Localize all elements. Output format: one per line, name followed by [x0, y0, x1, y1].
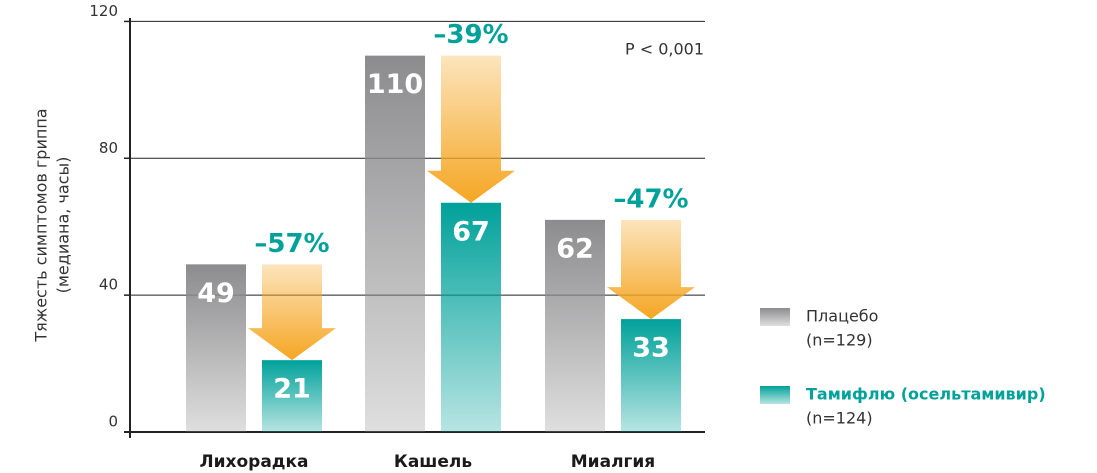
reduction-arrow	[607, 219, 695, 320]
annotation: P < 0,001	[625, 40, 704, 59]
bar	[365, 55, 425, 433]
x-tick-label: Кашель	[394, 452, 472, 472]
value-label: 49	[197, 278, 235, 309]
legend-sample: (n=124)	[806, 409, 873, 428]
reduction-label: –39%	[433, 20, 508, 50]
legend-label: Плацебо	[806, 307, 878, 326]
x-tick-label: Миалгия	[571, 452, 655, 472]
legend-sample: (n=129)	[806, 331, 873, 350]
reduction-arrow	[248, 264, 336, 361]
legend-label: Тамифлю (осельтамивир)	[806, 385, 1046, 404]
bar	[441, 202, 501, 432]
value-label: 33	[632, 333, 670, 364]
y-tick-label: 80	[99, 139, 118, 157]
value-label: 21	[273, 374, 311, 405]
y-axis-label: (медиана, часы)	[54, 157, 73, 294]
y-tick-label: 120	[89, 2, 118, 20]
x-tick-label: Лихорадка	[199, 452, 308, 472]
legend-swatch	[760, 386, 790, 404]
reduction-arrow	[427, 55, 515, 203]
value-label: 67	[452, 216, 490, 247]
y-axis-label: Тяжесть симптомов гриппа	[32, 108, 51, 342]
bar	[262, 360, 322, 432]
y-tick-label: 0	[108, 413, 118, 431]
bar	[186, 264, 246, 432]
y-tick-label: 40	[99, 276, 118, 294]
value-label: 110	[367, 69, 423, 100]
bar	[621, 319, 681, 432]
reduction-label: –57%	[254, 229, 329, 259]
reduction-label: –47%	[613, 184, 688, 214]
value-label: 62	[556, 233, 594, 264]
legend-swatch	[760, 308, 790, 326]
bar	[545, 219, 605, 432]
